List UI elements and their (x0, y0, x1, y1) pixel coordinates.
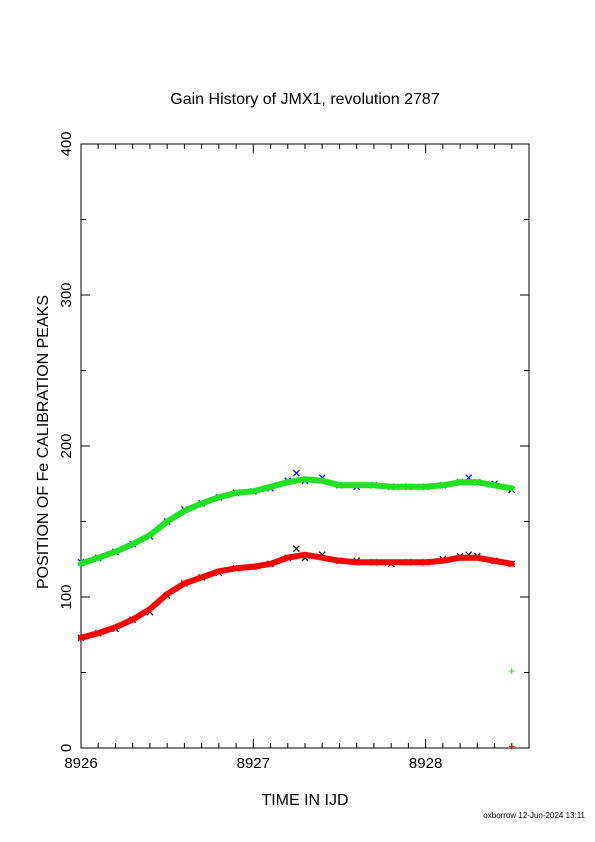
lower-peak-point (292, 545, 300, 553)
footer-timestamp: oxborrow 12-Jun-2024 13:11 (483, 811, 585, 820)
y-tick-label: 400 (58, 131, 75, 156)
y-axis-label: POSITION OF Fe CALIBRATION PEAKS (35, 295, 52, 589)
plot-frame (80, 143, 530, 749)
lower-peak-fit-line (78, 551, 515, 641)
x-tick-label: 8927 (237, 755, 270, 772)
chart-title: Gain History of JMX1, revolution 2787 (170, 91, 440, 108)
tick-labels: 0 100 200 300 400 8926 8927 8928 (58, 131, 442, 772)
axis-ticks (80, 143, 530, 749)
y-tick-label: 0 (58, 744, 75, 752)
chart-marks (77, 469, 516, 750)
green-plus-marker (508, 667, 515, 674)
y-tick-label: 100 (58, 584, 75, 609)
upper-peak-fit-line (78, 476, 515, 567)
x-axis-label: TIME IN IJD (261, 792, 348, 809)
y-tick-label: 200 (58, 433, 75, 458)
x-tick-label: 8926 (64, 755, 97, 772)
upper-peak-point (292, 469, 300, 477)
x-tick-label: 8928 (409, 755, 442, 772)
red-plus-marker (508, 743, 515, 750)
y-tick-label: 300 (58, 282, 75, 307)
